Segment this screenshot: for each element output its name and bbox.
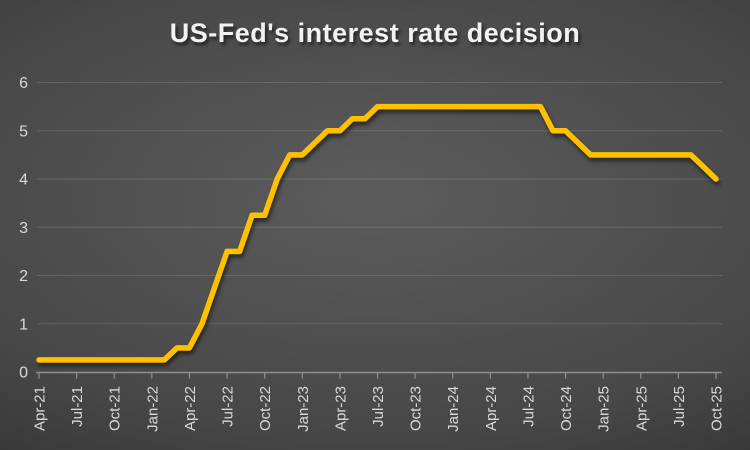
- y-tick-label: 0: [19, 365, 28, 382]
- interest-rate-line: [36, 103, 719, 363]
- x-tick-label: Jan-23: [295, 386, 312, 432]
- y-tick-label: 6: [19, 75, 28, 92]
- x-tick-label: Apr-24: [483, 386, 500, 431]
- x-tick-label: Jul-21: [69, 386, 86, 427]
- y-tick-label: 1: [19, 316, 28, 333]
- x-tick-label: Oct-23: [408, 386, 425, 431]
- x-tick-label: Jul-24: [520, 386, 537, 427]
- y-tick-label: 3: [19, 220, 28, 237]
- x-tick-label: Oct-22: [257, 386, 274, 431]
- x-axis-labels: Apr-21 Jul-21 Oct-21 Jan-22 Apr-22 Jul-22 Oct-…: [32, 386, 726, 432]
- x-axis: [36, 371, 722, 379]
- x-tick-label: Oct-24: [558, 386, 575, 431]
- x-tick-label: Jan-25: [596, 386, 613, 432]
- x-tick-label: Apr-23: [332, 386, 349, 431]
- x-tick-label: Jan-24: [445, 386, 462, 432]
- x-tick-label: Apr-21: [32, 386, 49, 431]
- y-tick-label: 2: [19, 268, 28, 285]
- y-axis-labels: 0 1 2 3 4 5 6: [19, 75, 28, 382]
- gridlines: [37, 82, 722, 325]
- y-tick-label: 5: [19, 123, 28, 140]
- x-tick-label: Jul-25: [671, 386, 688, 427]
- x-tick-label: Jul-22: [220, 386, 237, 427]
- x-tick-label: Jan-22: [144, 386, 161, 432]
- x-tick-label: Oct-21: [107, 386, 124, 431]
- y-tick-label: 4: [19, 172, 28, 189]
- x-tick-label: Apr-25: [633, 386, 650, 431]
- x-tick-label: Oct-25: [709, 386, 726, 431]
- chart-title: US-Fed's interest rate decision: [169, 18, 581, 48]
- x-tick-label: Apr-22: [182, 386, 199, 431]
- x-tick-label: Jul-23: [370, 386, 387, 427]
